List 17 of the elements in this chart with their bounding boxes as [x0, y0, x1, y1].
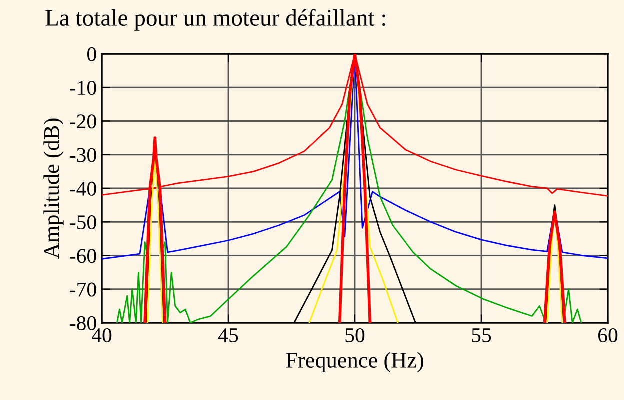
y-tick-label: -40	[70, 182, 96, 196]
y-tick-label: -30	[70, 148, 96, 162]
x-tick-label: 55	[472, 328, 492, 343]
y-tick-label: 0	[88, 47, 96, 62]
y-tick-label: -20	[70, 114, 96, 129]
x-tick-label: 40	[92, 328, 112, 343]
y-tick-label: -50	[70, 216, 96, 230]
chart-title: La totale pour un moteur défaillant :	[46, 9, 386, 31]
x-axis-title: Frequence (Hz)	[286, 352, 424, 372]
y-tick-label: -10	[70, 81, 96, 96]
y-axis-title: Amplitude (dB)	[44, 118, 64, 259]
y-tick-label: -60	[70, 249, 96, 264]
y-tick-label: -70	[70, 282, 96, 297]
x-tick-label: 45	[218, 328, 238, 343]
x-tick-label: 50	[346, 328, 365, 343]
y-tick-label: -80	[70, 316, 96, 330]
x-tick-label: 60	[598, 328, 618, 343]
